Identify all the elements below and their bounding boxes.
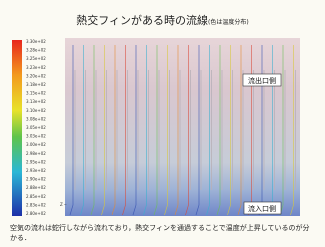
inlet-label: 流入口側 bbox=[248, 204, 276, 213]
axis-triad: Z ─ bbox=[60, 202, 67, 207]
page: 熱交フィンがある時の流線(色は温度分布) 3.30e+023.28e+023.2… bbox=[0, 0, 325, 247]
caption: 空気の流れは蛇行しながら流れており，熱交フィンを通過することで温度が上昇している… bbox=[10, 223, 310, 243]
colorbar-label: 2.85e+02 bbox=[26, 194, 46, 199]
colorbar-label: 2.83e+02 bbox=[26, 202, 46, 207]
colorbar-label: 3.10e+02 bbox=[26, 108, 46, 113]
figure: 3.30e+02 3.28e+02 3.25e+02 3.23e+02 3.20e+02… bbox=[0, 0, 325, 220]
colorbar-label: 3.18e+02 bbox=[26, 82, 46, 87]
simulation-field bbox=[65, 38, 300, 216]
colorbar-label: 3.05e+02 bbox=[26, 125, 46, 130]
colorbar-label: 3.28e+02 bbox=[26, 48, 46, 53]
colorbar-label: 2.98e+02 bbox=[26, 151, 46, 156]
colorbar-label: 3.03e+02 bbox=[26, 134, 46, 139]
colorbar bbox=[12, 40, 22, 216]
colorbar-label: 2.93e+02 bbox=[26, 168, 46, 173]
colorbar-label: 2.90e+02 bbox=[26, 177, 46, 182]
colorbar-label: 3.30e+02 bbox=[26, 39, 46, 44]
colorbar-label: 3.25e+02 bbox=[26, 56, 46, 61]
colorbar-label: 3.00e+02 bbox=[26, 142, 46, 147]
colorbar-label: 2.88e+02 bbox=[26, 185, 46, 190]
outlet-label: 流出口側 bbox=[248, 76, 276, 85]
colorbar-label: 2.95e+02 bbox=[26, 159, 46, 164]
colorbar-label: 3.20e+02 bbox=[26, 73, 46, 78]
colorbar-label: 3.08e+02 bbox=[26, 116, 46, 121]
colorbar-label: 3.23e+02 bbox=[26, 65, 46, 70]
colorbar-label: 2.80e+02 bbox=[26, 211, 46, 216]
colorbar-label: 3.13e+02 bbox=[26, 99, 46, 104]
colorbar-label: 3.15e+02 bbox=[26, 91, 46, 96]
